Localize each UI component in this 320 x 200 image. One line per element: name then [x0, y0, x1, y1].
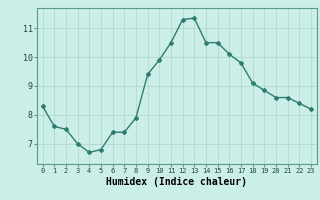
X-axis label: Humidex (Indice chaleur): Humidex (Indice chaleur) — [106, 177, 247, 187]
